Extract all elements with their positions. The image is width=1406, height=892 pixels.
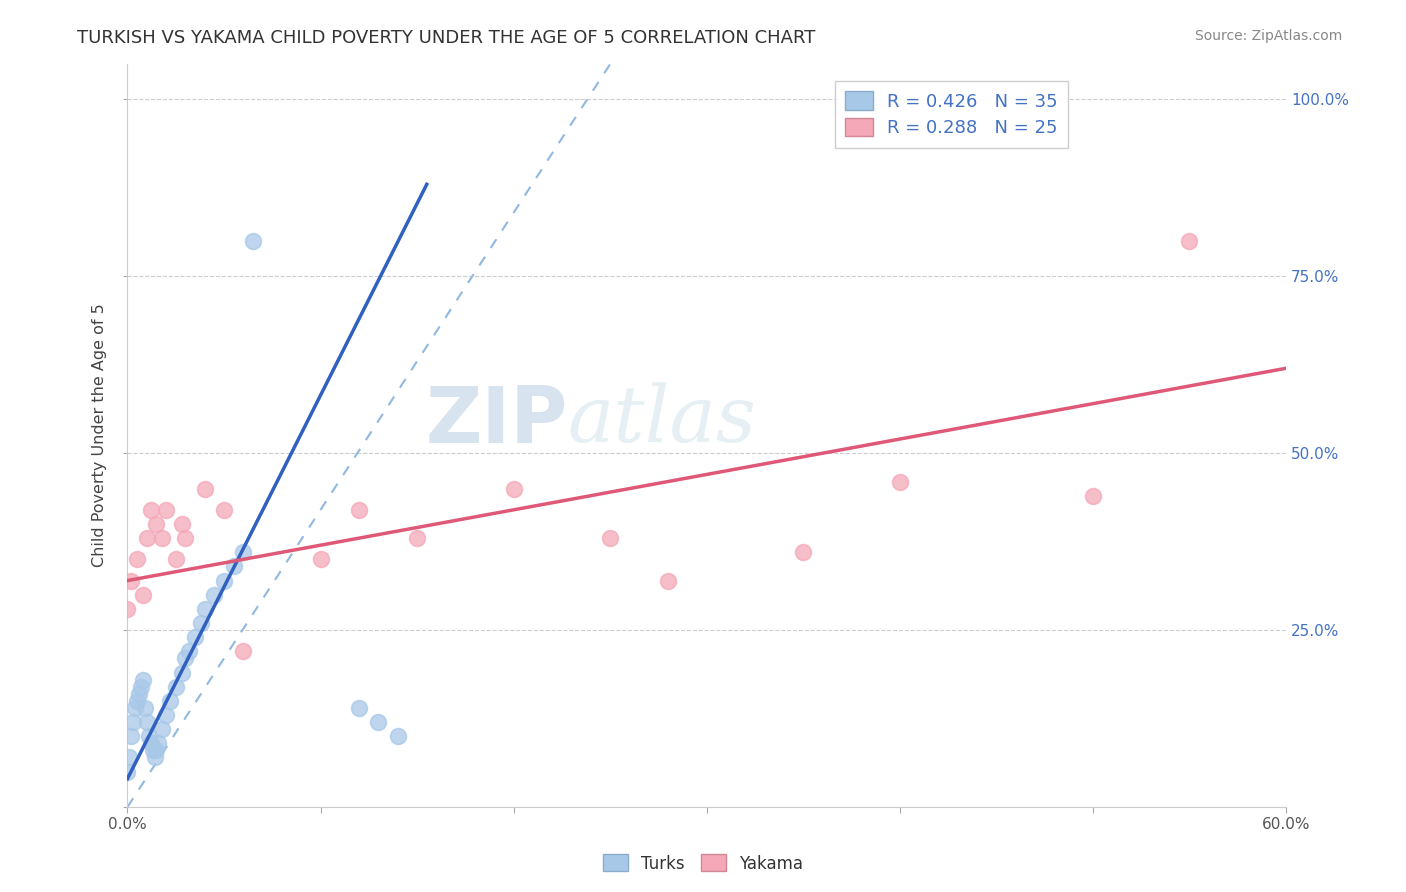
- Text: Source: ZipAtlas.com: Source: ZipAtlas.com: [1195, 29, 1343, 44]
- Point: [120, 574, 142, 588]
- Point: [122, 715, 145, 730]
- Point: [129, 680, 152, 694]
- Point: [165, 680, 187, 694]
- Point: [134, 701, 156, 715]
- Point: [212, 574, 235, 588]
- Point: [792, 545, 814, 559]
- Point: [347, 701, 370, 715]
- Point: [502, 482, 524, 496]
- Point: [142, 743, 165, 757]
- Point: [139, 736, 162, 750]
- Point: [127, 552, 149, 566]
- Point: [347, 503, 370, 517]
- Point: [165, 552, 187, 566]
- Point: [128, 687, 150, 701]
- Point: [202, 588, 225, 602]
- Point: [155, 503, 177, 517]
- Point: [232, 644, 254, 658]
- Point: [242, 234, 264, 248]
- Point: [127, 694, 149, 708]
- Point: [155, 708, 177, 723]
- Text: TURKISH VS YAKAMA CHILD POVERTY UNDER THE AGE OF 5 CORRELATION CHART: TURKISH VS YAKAMA CHILD POVERTY UNDER TH…: [77, 29, 815, 47]
- Point: [232, 545, 254, 559]
- Point: [889, 475, 911, 489]
- Point: [179, 644, 201, 658]
- Point: [117, 602, 139, 616]
- Text: atlas: atlas: [568, 383, 756, 458]
- Point: [118, 750, 141, 764]
- Point: [222, 559, 245, 574]
- Point: [124, 701, 146, 715]
- Point: [657, 574, 679, 588]
- Point: [148, 736, 170, 750]
- Point: [174, 651, 197, 665]
- Point: [143, 750, 166, 764]
- Point: [139, 503, 162, 517]
- Point: [150, 531, 173, 545]
- Point: [367, 715, 389, 730]
- Point: [1178, 234, 1201, 248]
- Legend: R = 0.426   N = 35, R = 0.288   N = 25: R = 0.426 N = 35, R = 0.288 N = 25: [835, 80, 1069, 148]
- Point: [170, 665, 193, 680]
- Point: [132, 588, 155, 602]
- Point: [406, 531, 429, 545]
- Point: [599, 531, 621, 545]
- Point: [138, 729, 160, 743]
- Point: [135, 531, 157, 545]
- Text: ZIP: ZIP: [426, 383, 568, 458]
- Point: [1081, 489, 1104, 503]
- Point: [194, 482, 217, 496]
- Point: [145, 516, 167, 531]
- Legend: Turks, Yakama: Turks, Yakama: [596, 847, 810, 880]
- Point: [174, 531, 197, 545]
- Point: [194, 602, 217, 616]
- Point: [145, 743, 167, 757]
- Point: [159, 694, 181, 708]
- Point: [120, 729, 142, 743]
- Point: [170, 516, 193, 531]
- Point: [184, 630, 207, 644]
- Point: [190, 615, 212, 630]
- Point: [309, 552, 332, 566]
- Point: [212, 503, 235, 517]
- Y-axis label: Child Poverty Under the Age of 5: Child Poverty Under the Age of 5: [93, 303, 107, 567]
- Point: [135, 715, 157, 730]
- Point: [117, 764, 139, 779]
- Point: [132, 673, 155, 687]
- Point: [150, 722, 173, 736]
- Point: [387, 729, 409, 743]
